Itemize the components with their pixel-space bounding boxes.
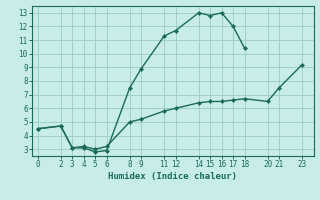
X-axis label: Humidex (Indice chaleur): Humidex (Indice chaleur): [108, 172, 237, 181]
